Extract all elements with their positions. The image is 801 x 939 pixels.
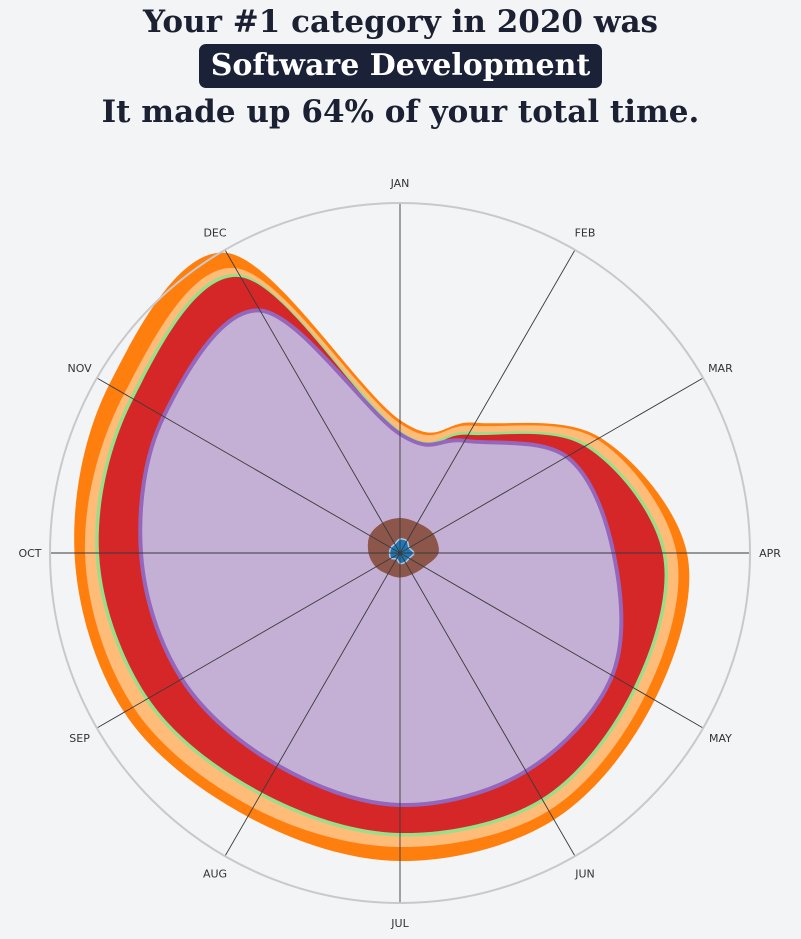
month-label-feb: FEB [575, 227, 596, 240]
radar-spoke-nov [96, 377, 401, 554]
radar-spoke-jun [399, 552, 576, 857]
radar-spoke-dec [224, 249, 401, 554]
radar-outer-ring [49, 202, 751, 904]
radar-layers [74, 252, 690, 862]
month-label-may: MAY [709, 732, 732, 745]
top-category-badge: Software Development [198, 44, 603, 88]
radar-chart: JAN FEB MAR APR MAY JUN JUL AUG SEP OCT NOV DEC [18, 177, 781, 930]
month-label-mar: MAR [708, 362, 733, 375]
headline-line-3: It made up 64% of your total time. [101, 94, 700, 130]
radar-spoke-feb [399, 249, 576, 554]
top-category-wrap: Software Development [0, 44, 801, 88]
radar-spoke-sep [96, 552, 401, 729]
month-label-jul: JUL [390, 917, 409, 930]
radar-axes [50, 203, 750, 903]
month-label-sep: SEP [69, 732, 90, 745]
radar-month-labels: JAN FEB MAR APR MAY JUN JUL AUG SEP OCT NOV DEC [18, 177, 781, 930]
headline-line-1: Your #1 category in 2020 was [142, 4, 658, 40]
month-label-jan: JAN [390, 177, 410, 190]
radar-spoke-mar [399, 377, 704, 554]
month-label-aug: AUG [203, 867, 227, 880]
month-label-dec: DEC [203, 227, 226, 240]
month-label-jun: JUN [574, 867, 595, 880]
month-label-oct: OCT [18, 547, 41, 560]
radar-spoke-aug [224, 552, 401, 857]
month-label-nov: NOV [67, 362, 92, 375]
radar-spoke-may [399, 552, 704, 729]
month-label-apr: APR [759, 547, 781, 560]
